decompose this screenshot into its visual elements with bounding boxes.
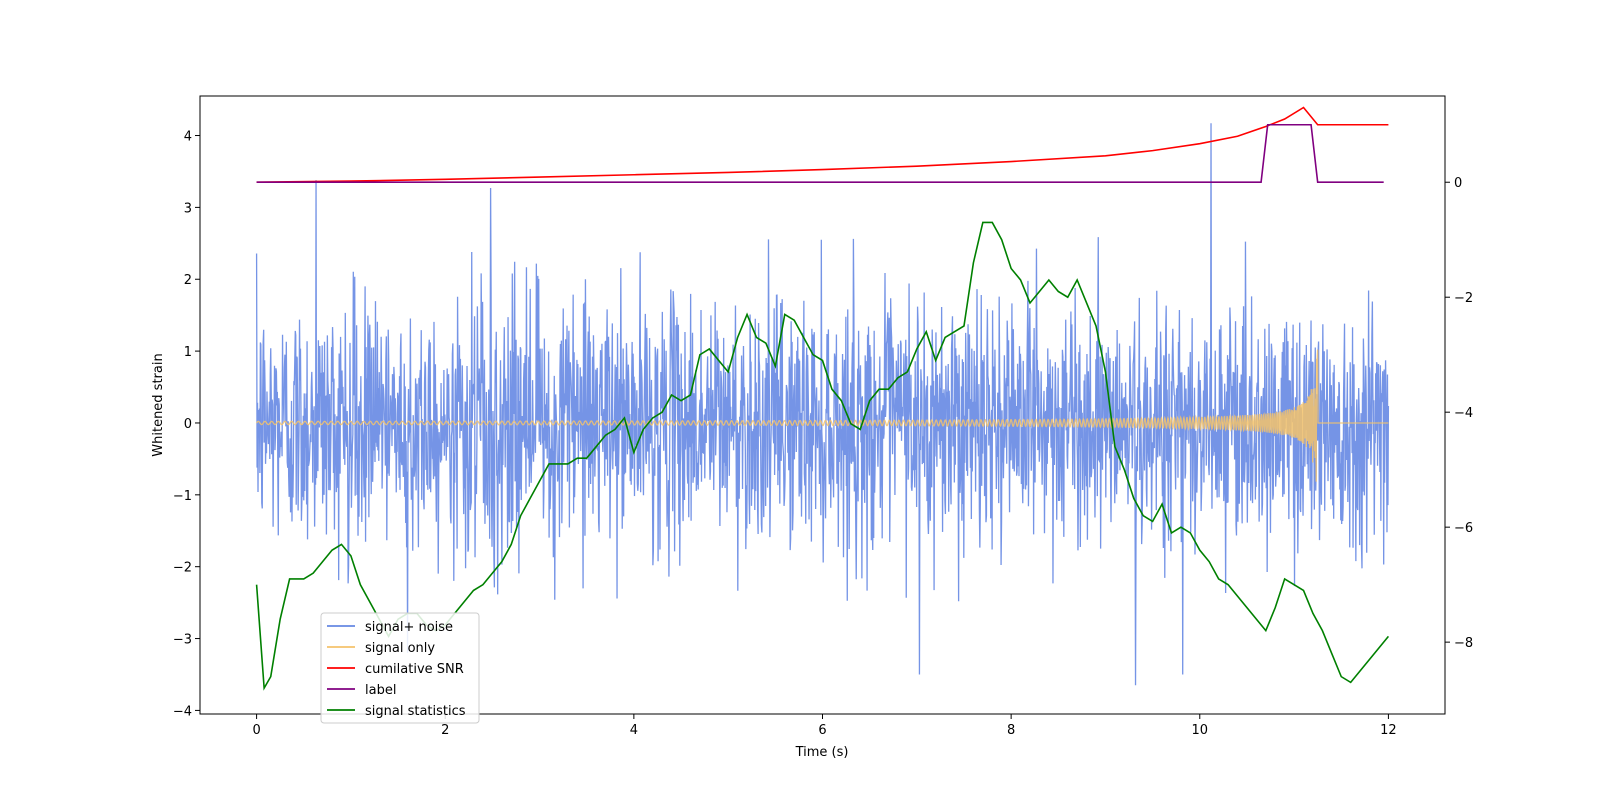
x-tick-label: 4 — [630, 723, 638, 738]
y2-tick-label: −8 — [1454, 636, 1473, 651]
series-signal-only — [256, 349, 1389, 482]
legend-entry-label: signal+ noise — [365, 620, 453, 635]
x-axis: 0 2 4 6 8 10 12 — [252, 714, 1397, 738]
y2-tick-label: −4 — [1454, 406, 1473, 421]
x-axis-label: Time (s) — [795, 745, 849, 760]
y2-tick-label: −6 — [1454, 521, 1473, 536]
legend-entry-label: signal only — [365, 641, 435, 656]
y-tick-label: −3 — [173, 633, 192, 648]
y-tick-label: −4 — [173, 704, 192, 719]
x-tick-label: 2 — [441, 723, 449, 738]
x-tick-label: 12 — [1380, 723, 1397, 738]
y-tick-label: 3 — [184, 201, 192, 216]
y-axis-label: Whitened strain — [151, 353, 166, 456]
legend: signal+ noise signal only cumilative SNR la… — [320, 612, 480, 724]
x-tick-label: 6 — [818, 723, 826, 738]
series-cumulative-snr — [256, 106, 1389, 184]
legend-entry-label: signal statistics — [365, 704, 466, 719]
y-tick-label: 0 — [184, 417, 192, 432]
y-axis-left: −4 −3 −2 −1 0 1 2 3 4 — [173, 130, 200, 719]
legend-box — [320, 612, 480, 724]
y-tick-label: 4 — [184, 130, 192, 145]
y2-tick-label: −2 — [1454, 291, 1473, 306]
legend-entry-label: cumilative SNR — [365, 662, 464, 677]
series-label — [256, 123, 1384, 184]
y-axis-right: 0 −2 −4 −6 −8 — [1445, 176, 1473, 651]
series-layer — [255, 106, 1390, 691]
y-tick-label: 2 — [184, 273, 192, 288]
y2-tick-label: 0 — [1454, 176, 1462, 191]
y-tick-label: 1 — [184, 345, 192, 360]
y-tick-label: −1 — [173, 489, 192, 504]
x-tick-label: 8 — [1007, 723, 1015, 738]
legend-entry-label: label — [365, 683, 396, 698]
y-tick-label: −2 — [173, 561, 192, 576]
series-signal-noise — [255, 123, 1390, 686]
x-tick-label: 0 — [252, 723, 260, 738]
x-tick-label: 10 — [1191, 723, 1208, 738]
